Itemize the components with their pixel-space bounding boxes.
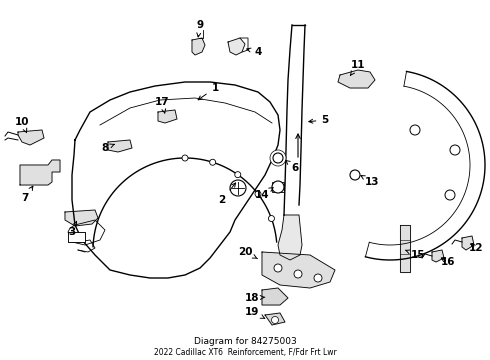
Polygon shape [265,313,285,325]
Text: 14: 14 [255,188,273,200]
Circle shape [210,159,216,165]
Polygon shape [68,232,85,242]
Polygon shape [278,215,302,260]
Circle shape [273,153,283,163]
Circle shape [445,190,455,200]
Text: 17: 17 [155,97,170,113]
Circle shape [410,125,420,135]
Text: 15: 15 [405,250,425,260]
Circle shape [272,181,284,193]
Polygon shape [18,130,44,145]
Polygon shape [65,210,98,226]
Polygon shape [262,252,335,288]
Circle shape [314,274,322,282]
Text: 13: 13 [361,176,379,187]
Polygon shape [228,38,245,55]
Text: 2: 2 [219,183,236,205]
Circle shape [271,316,278,324]
Circle shape [450,145,460,155]
Circle shape [270,150,286,166]
Polygon shape [462,236,474,250]
Polygon shape [432,250,444,262]
Text: Diagram for 84275003: Diagram for 84275003 [194,338,296,346]
Text: 20: 20 [238,247,257,258]
Circle shape [274,264,282,272]
Polygon shape [400,225,410,272]
Text: 1: 1 [198,83,219,100]
Text: 18: 18 [245,293,265,303]
Polygon shape [158,110,177,123]
Circle shape [255,191,261,197]
Circle shape [350,170,360,180]
Circle shape [269,216,274,221]
Polygon shape [338,70,375,88]
Circle shape [230,180,246,196]
Text: 9: 9 [196,20,203,37]
Text: 11: 11 [350,60,365,75]
Text: 3: 3 [69,221,77,237]
Text: 16: 16 [441,257,455,267]
Text: 4: 4 [247,47,262,57]
Text: 5: 5 [309,115,329,125]
Text: 6: 6 [286,161,298,173]
Polygon shape [20,160,60,185]
Polygon shape [262,288,288,305]
Circle shape [235,172,241,177]
Text: 7: 7 [21,186,33,203]
Text: 19: 19 [245,307,265,318]
Circle shape [294,270,302,278]
Polygon shape [192,38,205,55]
Text: 2022 Cadillac XT6  Reinforcement, F/Fdr Frt Lwr: 2022 Cadillac XT6 Reinforcement, F/Fdr F… [154,347,336,356]
Text: 10: 10 [15,117,29,132]
Circle shape [182,155,188,161]
Text: 12: 12 [469,243,483,253]
Text: 8: 8 [101,143,114,153]
Polygon shape [108,140,132,152]
